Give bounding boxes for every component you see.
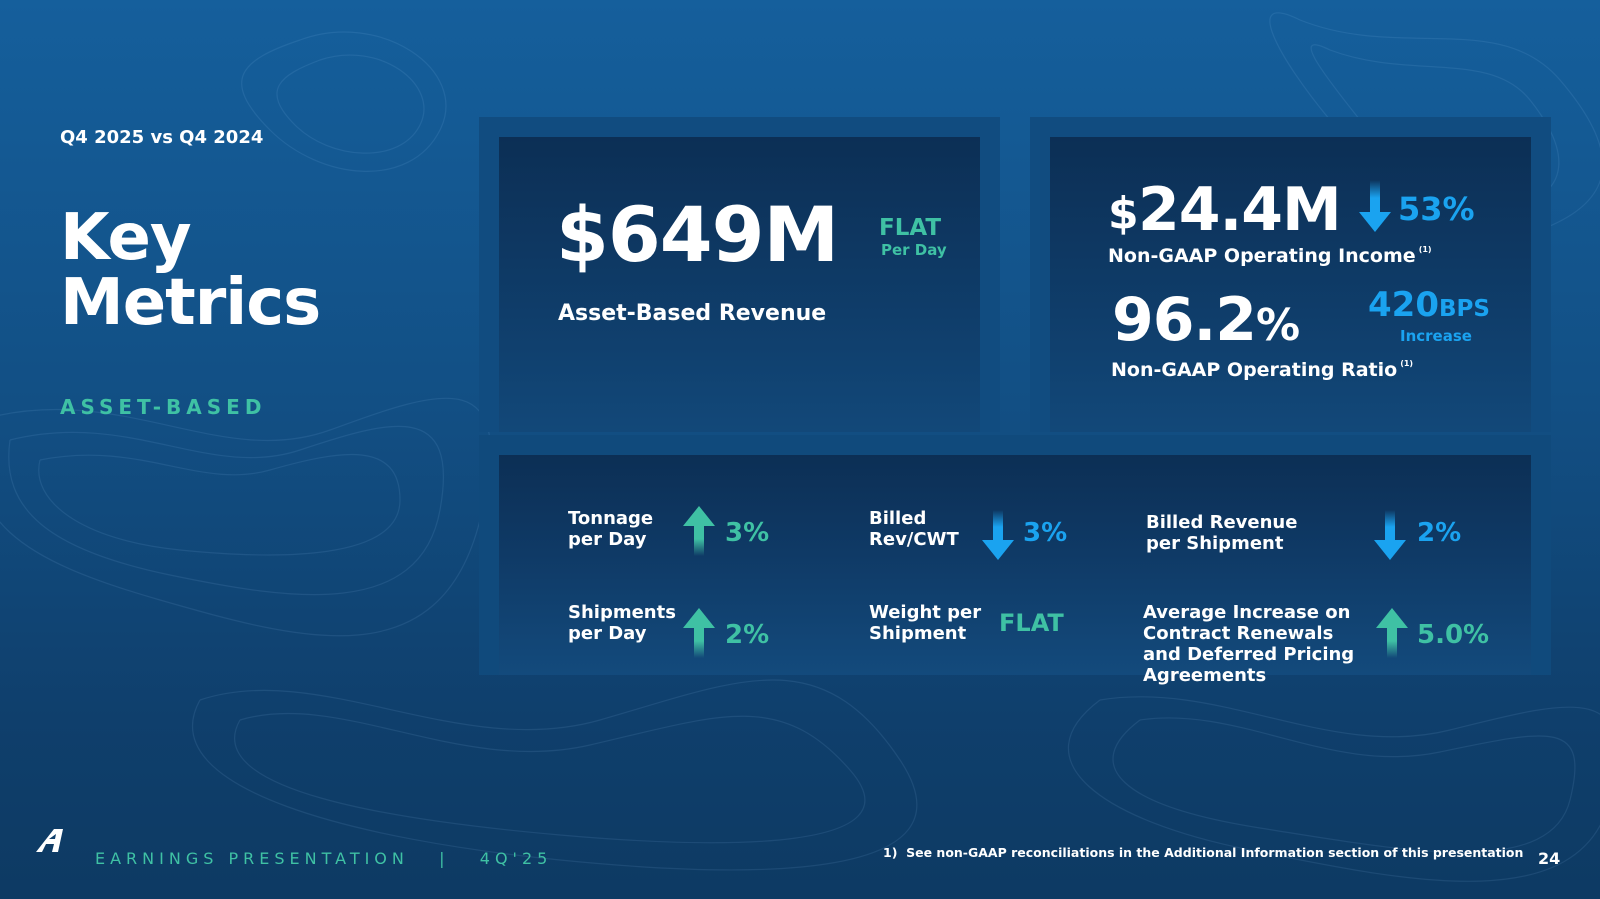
income-currency: $ <box>1108 188 1139 239</box>
metric-value-shipments: 2% <box>725 620 770 650</box>
income-down-arrow-icon <box>1359 180 1391 232</box>
ratio-change: 420BPS <box>1368 285 1490 325</box>
revenue-card <box>499 137 980 432</box>
down-arrow-icon <box>1374 510 1406 560</box>
metric-label-tonnage: Tonnage per Day <box>568 508 653 550</box>
metric-label-weight-per-shipment: Weight per Shipment <box>869 602 981 644</box>
metric-value-billed-rev-cwt: 3% <box>1023 518 1068 548</box>
income-footnote-mark: (1) <box>1418 245 1432 254</box>
section-label: ASSET-BASED <box>60 395 267 419</box>
revenue-label: Asset-Based Revenue <box>558 301 827 326</box>
presentation-label: EARNINGS PRESENTATION | 4Q'25 <box>95 849 553 868</box>
metric-label-line: Shipments <box>568 602 676 623</box>
revenue-value: $649M <box>556 190 839 279</box>
metric-label-average-increase-contract-renewals: Average Increase on Contract Renewals an… <box>1143 602 1354 686</box>
ratio-change-note: Increase <box>1400 327 1472 345</box>
up-arrow-icon <box>1376 608 1408 658</box>
ratio-value: 96.2 <box>1112 285 1257 355</box>
metric-label-shipments: Shipments per Day <box>568 602 676 644</box>
down-arrow-icon <box>982 510 1014 560</box>
metric-label-line: Tonnage <box>568 508 654 529</box>
income-card <box>1050 137 1531 432</box>
metric-value-tonnage: 3% <box>725 518 770 548</box>
income-change: 53% <box>1398 190 1475 228</box>
metric-label-line: Rev/CWT <box>869 529 959 550</box>
up-arrow-icon <box>683 608 715 658</box>
metric-label-line: Billed Revenue <box>1146 512 1298 533</box>
page-title: Key Metrics <box>60 201 321 340</box>
ratio-footnote-mark: (1) <box>1400 359 1414 368</box>
ratio-change-unit: BPS <box>1438 296 1490 322</box>
metric-label-line: Shipment <box>869 623 967 644</box>
comparison-period: Q4 2025 vs Q4 2024 <box>60 127 264 148</box>
revenue-change: FLAT <box>879 215 942 241</box>
ratio-unit: % <box>1256 300 1300 351</box>
metric-label-line: Agreements <box>1143 665 1267 686</box>
page-title-line1: Key <box>60 201 192 275</box>
company-logo-icon <box>36 829 63 852</box>
metric-label-line: Average Increase on <box>1143 602 1351 623</box>
metric-label-line: per Shipment <box>1146 533 1284 554</box>
metric-label-line: Weight per <box>869 602 982 623</box>
metric-label-line: and Deferred Pricing <box>1143 644 1355 665</box>
metric-value-average-increase: 5.0% <box>1417 620 1490 650</box>
income-value: 24.4M <box>1138 175 1342 245</box>
metrics-card <box>499 455 1531 675</box>
metric-label-line: Contract Renewals <box>1143 623 1334 644</box>
ratio-label-text: Non-GAAP Operating Ratio <box>1111 359 1398 381</box>
metric-label-billed-rev-cwt: Billed Rev/CWT <box>869 508 959 550</box>
ratio-change-value: 420 <box>1368 285 1439 325</box>
ratio-label: Non-GAAP Operating Ratio (1) <box>1111 359 1413 381</box>
page-number: 24 <box>1538 849 1561 868</box>
income-label: Non-GAAP Operating Income (1) <box>1108 245 1432 267</box>
metric-label-line: per Day <box>568 529 647 550</box>
metric-value-weight-per-shipment: FLAT <box>999 609 1064 637</box>
footnote: 1) See non-GAAP reconciliations in the A… <box>883 845 1524 860</box>
income-label-text: Non-GAAP Operating Income <box>1108 245 1416 267</box>
metric-value-billed-revenue-per-shipment: 2% <box>1417 518 1462 548</box>
up-arrow-icon <box>683 506 715 556</box>
ratio-value-wrap: 96.2% <box>1112 285 1300 355</box>
metric-label-line: per Day <box>568 623 647 644</box>
metric-label-billed-revenue-per-shipment: Billed Revenue per Shipment <box>1146 512 1297 554</box>
revenue-change-note: Per Day <box>881 241 947 259</box>
metric-label-line: Billed <box>869 508 927 529</box>
page-title-line2: Metrics <box>60 266 321 340</box>
